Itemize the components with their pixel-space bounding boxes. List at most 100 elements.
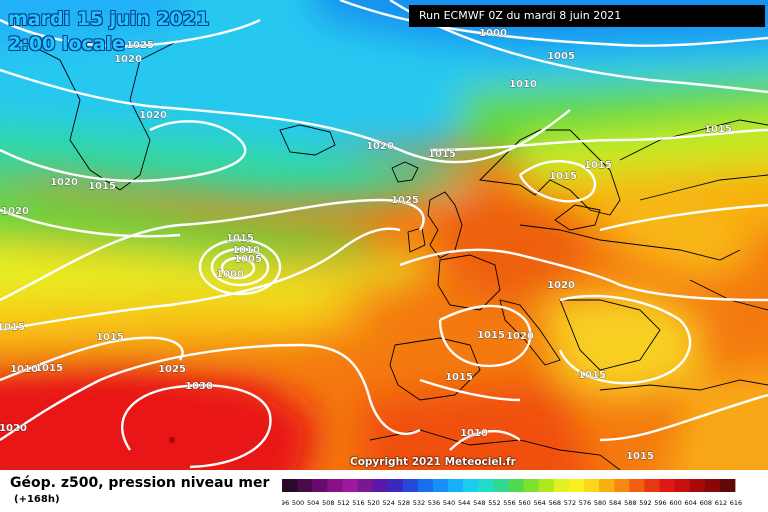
color-swatch [478,479,494,492]
color-scale-label: 568 [549,499,561,507]
color-scale-label: 560 [518,499,530,507]
isobars [0,0,768,469]
pressure-label: 1010 [10,364,38,375]
parameter-title: Géop. z500, pression niveau mer [10,475,270,491]
color-swatch [704,479,721,492]
pressure-label: 1025 [126,40,154,51]
color-scale-label: 608 [700,499,712,507]
pressure-label: 1025 [158,364,186,375]
color-swatch [387,479,404,492]
pressure-label: 1015 [704,124,732,135]
lead-time: (+168h) [14,494,60,505]
color-scale-label: 600 [669,499,681,507]
pressure-label: 1020 [366,141,394,152]
color-swatch [402,479,419,492]
color-swatch [659,479,675,492]
pressure-label: 1020 [50,177,78,188]
pressure-label: 1020 [547,280,575,291]
color-scale-label: 500 [292,499,304,507]
pressure-labels: 1025102010001005101010151020102010151015… [0,28,732,463]
pressure-label: 1030 [185,381,213,392]
color-swatch [493,479,509,492]
color-swatch [327,479,343,492]
color-swatch [629,479,645,492]
pressure-label: 1015 [445,372,473,383]
pressure-label: 1015 [35,363,63,374]
pressure-label: 1000 [216,269,244,280]
color-scale-label: 548 [473,499,485,507]
color-scale-label: 576 [579,499,591,507]
pressure-label: 1020 [1,206,29,217]
pressure-label: 1015 [626,451,654,462]
pressure-label: 1020 [506,331,534,342]
color-swatch [433,479,449,492]
color-swatch [417,479,434,492]
color-swatch [538,479,555,492]
color-scale-label: 516 [352,499,364,507]
pressure-label: 1020 [0,423,27,434]
color-swatch [644,479,660,492]
pressure-label: 1020 [139,110,167,121]
pressure-label: 1015 [0,322,25,333]
color-swatch [599,479,615,492]
color-scale-label: 612 [715,499,727,507]
color-scale-label: 496 [282,499,289,507]
pressure-label: 1005 [547,51,575,62]
color-scale-label: 524 [382,499,394,507]
color-scale-label: 592 [639,499,651,507]
color-swatch [448,479,464,492]
color-swatch [689,479,706,492]
color-scale-bar: 4965005045085125165205245285325365405445… [282,479,742,507]
pressure-label: 1005 [234,254,262,265]
color-scale-label: 532 [413,499,425,507]
color-scale-label: 556 [503,499,515,507]
pressure-label: 1015 [584,160,612,171]
color-scale-label: 616 [730,499,742,507]
color-scale-label: 508 [322,499,334,507]
pressure-label: 1000 [479,28,507,39]
color-scale-label: 584 [609,499,621,507]
color-swatch [674,479,691,492]
color-scale-label: 596 [654,499,666,507]
color-swatch [614,479,630,492]
pressure-label: 1010 [509,79,537,90]
color-swatch [372,479,389,492]
color-swatch [312,479,328,492]
pressure-label: 1015 [96,332,124,343]
color-scale-label: 604 [684,499,696,507]
color-swatch [342,479,358,492]
color-scale-label: 528 [398,499,410,507]
color-swatch [553,479,570,492]
color-scale-label: 588 [624,499,636,507]
pressure-label: 1015 [477,330,505,341]
color-swatch [523,479,540,492]
geopotential-map: 1025102010001005101010151020102010151015… [0,0,768,470]
color-scale-label: 536 [428,499,440,507]
forecast-local-time: 2:00 locale [8,33,125,55]
model-run-label: Run ECMWF 0Z du mardi 8 juin 2021 [409,5,765,27]
pressure-label: 1010 [460,428,488,439]
color-swatch [584,479,600,492]
pressure-label: 1015 [549,171,577,182]
pressure-label: 1015 [226,233,254,244]
color-scale-label: 544 [458,499,470,507]
forecast-date: mardi 15 juin 2021 [8,8,210,30]
color-swatch [508,479,524,492]
color-swatch [568,479,585,492]
color-scale-label: 512 [337,499,349,507]
pressure-label: 1015 [578,370,606,381]
color-swatch [282,479,298,492]
pressure-label: 1025 [391,195,419,206]
pressure-label: 1010 [232,245,260,256]
pressure-label: 1015 [88,181,116,192]
color-swatch [463,479,479,492]
color-scale-label: 580 [594,499,606,507]
low-markers [169,437,175,443]
pressure-label: 1015 [428,149,456,160]
color-scale-label: 504 [307,499,319,507]
color-swatch [297,479,313,492]
color-scale-label: 564 [533,499,545,507]
color-scale-label: 552 [488,499,500,507]
color-swatch [719,479,736,492]
